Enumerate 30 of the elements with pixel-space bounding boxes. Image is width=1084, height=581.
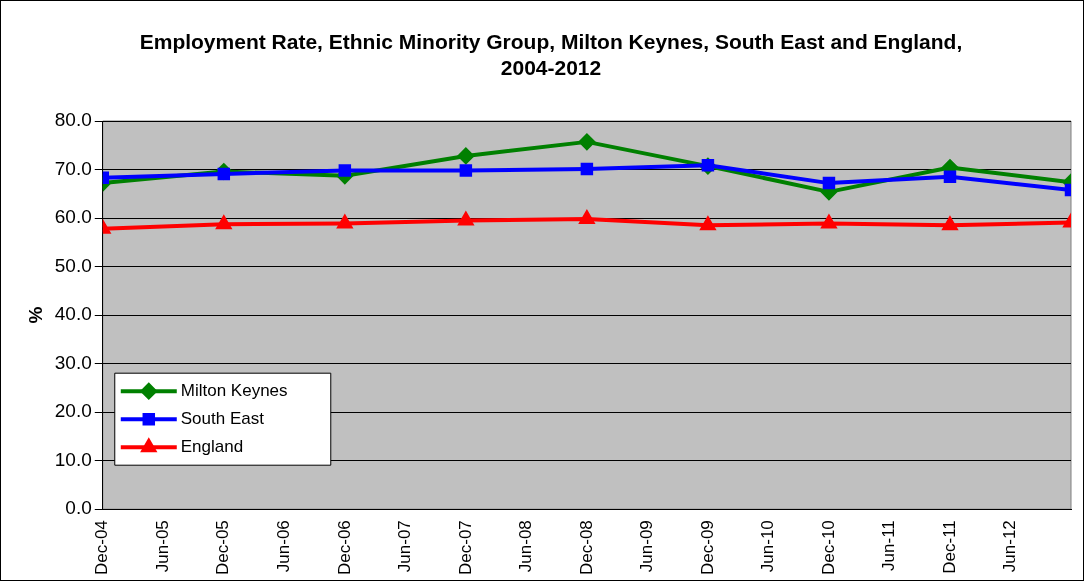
y-tick-label: 60.0 <box>54 206 92 228</box>
legend-label: England <box>180 436 244 456</box>
x-tick-label: Dec-04 <box>92 520 112 576</box>
y-tick-label: 80.0 <box>54 109 92 131</box>
x-tick-label: Jun-07 <box>395 520 415 573</box>
x-tick-label: Jun-06 <box>274 520 294 573</box>
x-tick-label: Jun-12 <box>1000 520 1020 573</box>
x-tick-label: Dec-07 <box>455 520 475 576</box>
x-tick-label: Jun-08 <box>516 520 536 573</box>
y-tick-label: 10.0 <box>54 448 92 470</box>
x-tick-label: Jun-05 <box>152 520 172 573</box>
x-tick-label: Jun-09 <box>637 520 657 573</box>
y-tick-label: 70.0 <box>54 157 92 179</box>
x-tick-label: Dec-06 <box>334 520 354 576</box>
x-tick-label: Dec-05 <box>213 520 233 576</box>
y-tick-label: 40.0 <box>54 303 92 325</box>
x-tick-label: Jun-11 <box>879 520 899 571</box>
legend-label: South East <box>180 408 265 428</box>
y-tick-label: 30.0 <box>54 351 92 373</box>
chart-title: Employment Rate, Ethnic Minority Group, Milton Keynes, South East and England, 2004-2012 <box>138 29 964 81</box>
x-tick-label: Jun-10 <box>758 520 778 573</box>
x-tick-label: Dec-10 <box>818 520 838 576</box>
x-tick-label: Dec-11 <box>939 520 959 574</box>
x-tick-label: Dec-09 <box>697 520 717 576</box>
x-tick-label: Dec-08 <box>576 520 596 576</box>
y-tick-label: 20.0 <box>54 400 92 422</box>
y-tick-label: 50.0 <box>54 254 92 276</box>
legend-label: Milton Keynes <box>180 380 288 400</box>
y-axis-title: % <box>24 306 46 324</box>
y-tick-label: 0.0 <box>65 497 92 519</box>
